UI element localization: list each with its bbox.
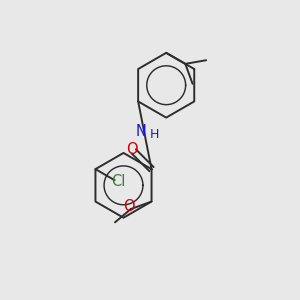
Text: O: O [124, 199, 135, 214]
Text: O: O [126, 142, 137, 158]
Text: Cl: Cl [111, 174, 125, 189]
Text: N: N [135, 124, 146, 139]
Text: H: H [150, 128, 159, 141]
